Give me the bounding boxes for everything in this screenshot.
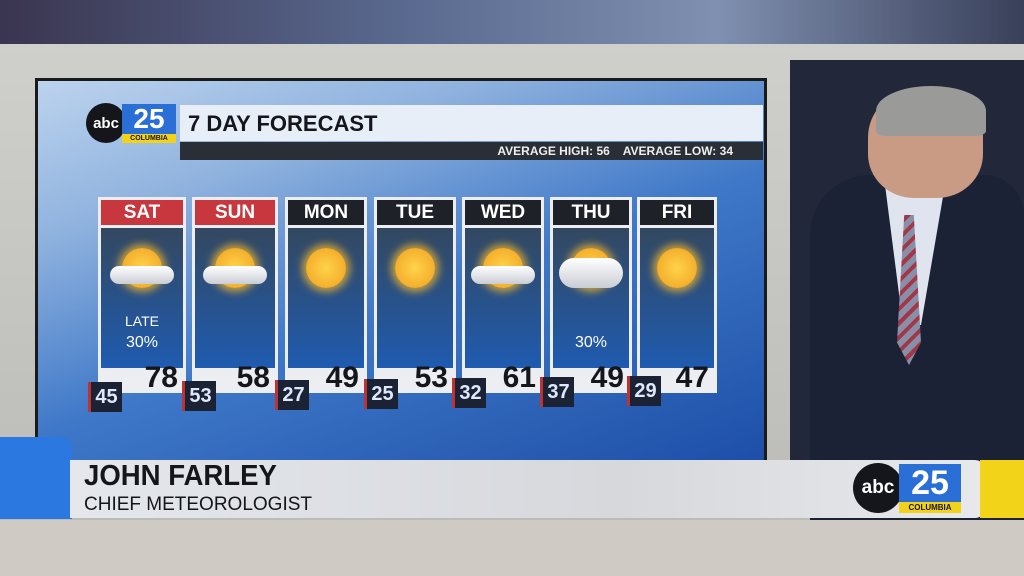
sunny-icon: [288, 228, 364, 368]
day-label: SUN: [195, 200, 275, 225]
low-temp: 32: [452, 378, 486, 408]
high-temp: 49: [590, 361, 624, 394]
precip-note: LATE: [125, 313, 159, 329]
city-label: COLUMBIA: [899, 501, 961, 513]
city-label: COLUMBIA: [122, 133, 176, 143]
day-label: THU: [553, 200, 629, 225]
channel-number: 25: [899, 463, 961, 502]
cloud-icon: [110, 266, 174, 284]
low-temp: 45: [88, 382, 122, 412]
lower-third-logo: abc 25 COLUMBIA: [853, 463, 961, 513]
high-temp: 47: [675, 361, 709, 394]
day-card-sat: SAT LATE 30% 78: [98, 197, 186, 393]
sunny-icon: [377, 228, 453, 368]
abc-logo: abc: [853, 463, 903, 513]
cloud-icon: [559, 258, 623, 288]
day-label: SAT: [101, 200, 183, 225]
lower-third-yellow: [980, 460, 1024, 518]
day-card-mon: MON 49: [285, 197, 367, 393]
average-low: AVERAGE LOW: 34: [622, 144, 733, 158]
forecast-title: 7 DAY FORECAST: [180, 105, 763, 141]
day-label: WED: [465, 200, 541, 225]
day-card-sun: SUN 58: [192, 197, 278, 393]
sun-icon: [306, 248, 346, 288]
high-temp: 61: [502, 361, 536, 394]
day-card-tue: TUE 53: [374, 197, 456, 393]
day-card-fri: FRI 47: [637, 197, 717, 393]
presenter-name: JOHN FARLEY: [84, 460, 277, 492]
day-label: FRI: [640, 200, 714, 225]
mostly-cloudy-icon: 30%: [553, 228, 629, 368]
day-card-thu: THU 30% 49: [550, 197, 632, 393]
logo-stack: 25 COLUMBIA: [899, 463, 961, 513]
low-temp: 29: [627, 376, 661, 406]
low-temp: 25: [364, 379, 398, 409]
high-temp: 78: [144, 361, 178, 394]
logo-stack: 25 COLUMBIA: [122, 103, 176, 143]
partly-cloudy-icon: LATE 30%: [101, 228, 183, 368]
desk: [0, 520, 1024, 576]
low-temp: 53: [182, 381, 216, 411]
average-high: AVERAGE HIGH: 56: [497, 144, 610, 158]
lower-third-bar: [70, 460, 985, 518]
sun-icon: [395, 248, 435, 288]
mostly-sunny-icon: [465, 228, 541, 368]
station-logo: abc 25 COLUMBIA: [86, 103, 176, 143]
averages-bar: AVERAGE HIGH: 56 AVERAGE LOW: 34: [180, 142, 763, 160]
studio-background: [0, 0, 1024, 50]
precip-chance: 30%: [574, 334, 608, 351]
low-temp: 27: [275, 380, 309, 410]
cloud-icon: [471, 266, 535, 284]
high-temp: 58: [236, 361, 270, 394]
day-label: TUE: [377, 200, 453, 225]
sunny-icon: [640, 228, 714, 368]
presenter-role: CHIEF METEOROLOGIST: [84, 494, 313, 515]
high-temp: 53: [414, 361, 448, 394]
abc-logo: abc: [86, 103, 126, 143]
channel-number: 25: [122, 103, 176, 134]
meteorologist-hair: [876, 86, 986, 136]
day-card-wed: WED 61: [462, 197, 544, 393]
high-temp: 49: [325, 361, 359, 394]
cloud-icon: [203, 266, 267, 284]
precip-chance: 30%: [125, 334, 159, 351]
low-temp: 37: [540, 377, 574, 407]
lower-third-accent: [0, 437, 72, 519]
mostly-sunny-icon: [195, 228, 275, 368]
sun-icon: [657, 248, 697, 288]
day-label: MON: [288, 200, 364, 225]
